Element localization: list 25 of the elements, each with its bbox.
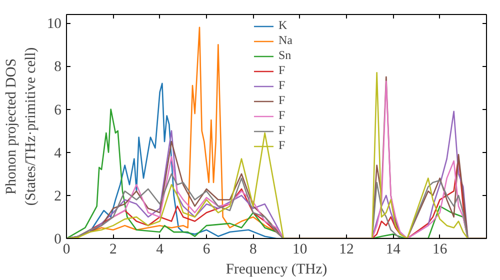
legend-label: F	[278, 93, 286, 108]
x-tick-label: 6	[202, 242, 210, 258]
x-tick-label: 14	[386, 242, 402, 258]
y-tick-label: 8	[54, 59, 62, 76]
x-tick-label: 8	[250, 242, 257, 258]
legend-label: F	[278, 123, 286, 138]
x-tick-label: 16	[432, 242, 448, 258]
x-tick-label: 10	[292, 242, 308, 258]
legend-label: K	[278, 18, 288, 33]
x-tick-label: 4	[156, 242, 164, 258]
legend-label: F	[278, 138, 286, 153]
y-axis-title: Phonon projected DOS (States/THz·primitive cell)	[4, 47, 39, 206]
y-tick-label: 0	[54, 232, 62, 248]
legend-label: F	[278, 63, 286, 78]
y-tick-label: 6	[54, 102, 62, 118]
y-tick-label: 10	[46, 16, 62, 32]
y-tick-label: 4	[54, 145, 62, 162]
legend-label: Sn	[278, 48, 292, 63]
x-axis-title: Frequency (THz)	[226, 262, 328, 278]
x-tick-label: 12	[339, 242, 354, 258]
legend-label: F	[278, 108, 286, 123]
y-tick-label: 2	[54, 188, 62, 204]
legend-label: Na	[278, 33, 294, 48]
x-tick-label: 2	[110, 242, 117, 258]
legend-label: F	[278, 78, 286, 93]
